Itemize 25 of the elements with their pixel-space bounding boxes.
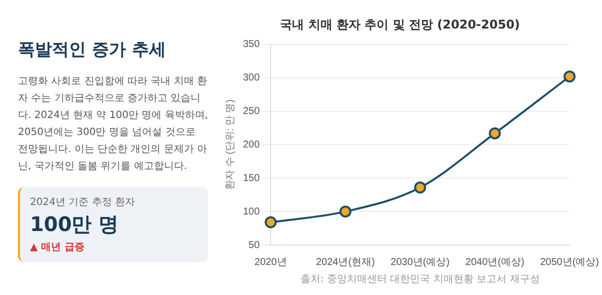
- point: [264, 216, 277, 228]
- text: ▲ 매년 급증: [30, 241, 86, 254]
- y-axis-title: 환자 수 (단위: 만 명): [224, 99, 236, 190]
- chart-title: 국내 치매 환자 추이 및 전망 (2020-2050): [280, 17, 520, 32]
- point: [564, 70, 576, 82]
- y-tick-label: 100: [242, 206, 260, 218]
- text: 2024년 기준 추정 환자: [30, 196, 136, 209]
- point: [339, 206, 352, 218]
- x-tick-label: 2030년(예상): [390, 256, 450, 268]
- y-tick-label: 50: [248, 240, 260, 251]
- text: 100만 명: [30, 211, 120, 238]
- y-tick-label: 150: [242, 172, 260, 184]
- y-tick-label: 300: [242, 72, 260, 84]
- source-note: 출처: 중앙치매센터 대한민국 치매현황 보고서 재구성: [300, 274, 540, 285]
- text: 고령화 사회로 진입함에 따라 국내 치매 환자 수는 기하급수적으로 증가하고 있습니다. 2024년 현재 약 100만 명에 육박하며, 2050년에는 300만 명을 넘어설 것으로 전망됩니다. 이는 단순한 개인의 문제가 아닌, 국가적인 돌봄 위기를 예고합니다.: [18, 75, 208, 174]
- x-tick-label: 2040년(예상): [465, 256, 524, 268]
- point: [488, 127, 501, 140]
- x-tick-label: 2050년(예상): [540, 256, 599, 268]
- text: 폭발적인 증가 추세: [18, 39, 167, 61]
- x-tick-label: 2024년(현재): [316, 256, 375, 268]
- y-tick-label: 200: [242, 139, 260, 150]
- point: [414, 181, 426, 194]
- x-tick-label: 2020년: [254, 256, 287, 268]
- y-tick-label: 250: [242, 106, 260, 118]
- y-tick-label: 350: [242, 39, 260, 50]
